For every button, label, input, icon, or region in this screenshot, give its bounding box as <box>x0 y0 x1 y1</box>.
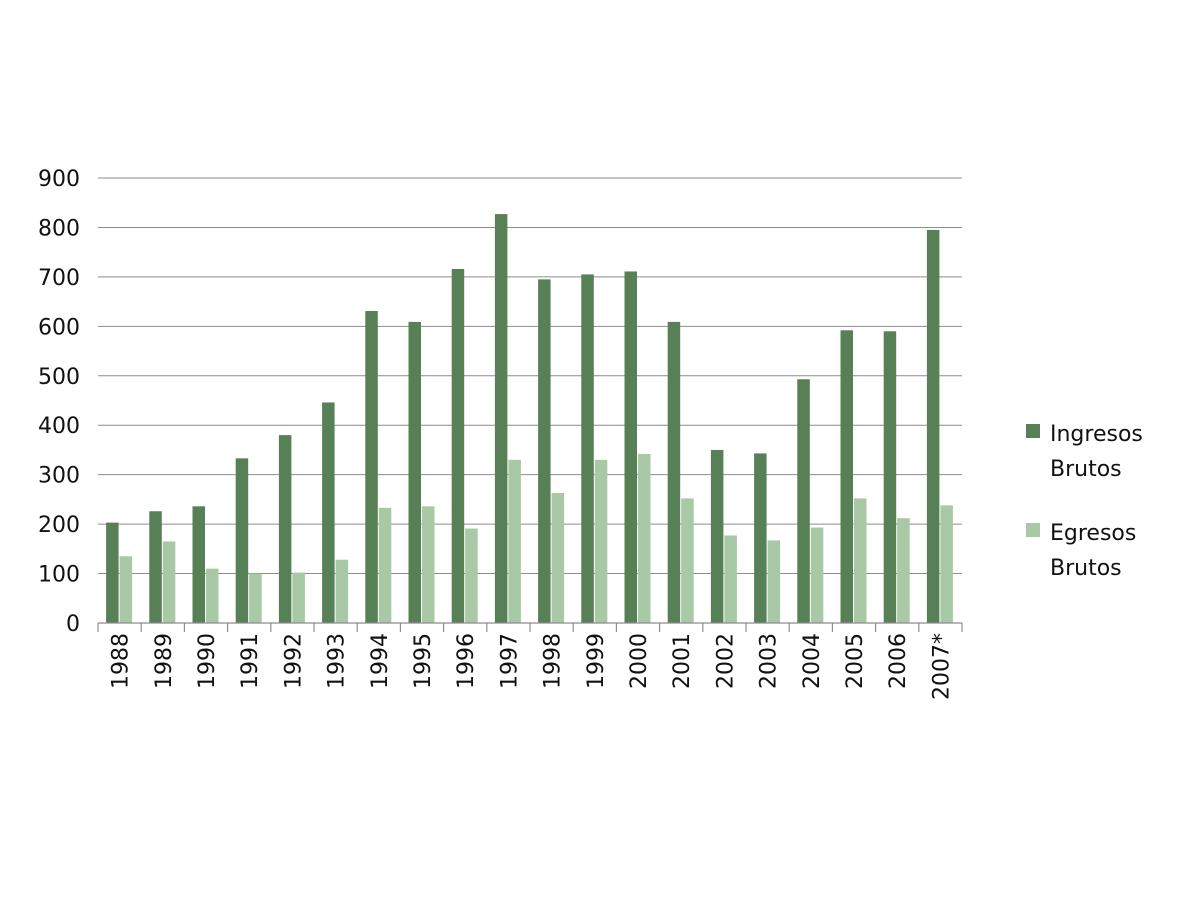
x-tick-label: 2003 <box>757 633 782 689</box>
bar-ingresos <box>149 511 162 623</box>
legend-label: Brutos <box>1050 457 1122 482</box>
bar-egresos <box>422 506 435 623</box>
x-tick-label: 1999 <box>584 633 609 689</box>
bar-ingresos <box>322 402 335 623</box>
bar-egresos <box>594 459 608 623</box>
bar-ingresos <box>797 379 810 623</box>
x-tick-label: 1988 <box>109 633 134 689</box>
x-tick-label: 1989 <box>152 633 177 689</box>
x-tick-label: 2004 <box>800 633 825 689</box>
bar-egresos <box>162 541 176 623</box>
axes <box>97 622 963 632</box>
bar-ingresos <box>667 321 681 623</box>
x-tick-labels: 1988 1989 1990 1991 1992 1993 1994 1995 1996 1997… <box>109 633 955 700</box>
bar-ingresos <box>538 279 551 623</box>
bar-egresos <box>810 527 824 623</box>
x-tick-label: 2000 <box>627 633 652 689</box>
bar-egresos <box>724 535 737 623</box>
bar-egresos <box>681 498 694 623</box>
bar-egresos <box>465 528 478 623</box>
bars <box>106 214 953 623</box>
bar-egresos <box>767 540 781 623</box>
bar-egresos <box>378 507 392 623</box>
bar-ingresos <box>408 321 421 623</box>
bar-egresos <box>119 556 133 623</box>
bar-egresos <box>551 492 565 623</box>
bar-egresos <box>335 559 349 623</box>
bar-ingresos <box>278 435 292 623</box>
bar-egresos <box>249 573 262 623</box>
bar-ingresos <box>494 214 508 623</box>
bar-ingresos <box>710 449 724 623</box>
legend-label: Ingresos <box>1050 422 1143 447</box>
x-tick-label: 2002 <box>713 633 738 689</box>
bar-egresos <box>940 505 953 623</box>
x-tick-label: 1996 <box>454 633 479 689</box>
legend-label: Brutos <box>1050 556 1122 581</box>
bar-egresos <box>508 459 521 623</box>
legend-label: Egresos <box>1050 521 1136 546</box>
x-tick-label: 1992 <box>281 633 306 689</box>
bar-ingresos <box>235 458 249 623</box>
bar-egresos <box>638 453 651 623</box>
bar-ingresos <box>581 274 594 623</box>
legend: Ingresos Brutos Egresos Brutos <box>1026 422 1143 581</box>
y-tick-label: 300 <box>38 464 80 489</box>
bar-ingresos <box>926 229 940 623</box>
y-tick-label: 600 <box>38 315 80 340</box>
legend-swatch <box>1026 523 1040 537</box>
bar-ingresos <box>365 311 378 623</box>
bar-egresos <box>206 568 219 623</box>
x-tick-label: 1991 <box>238 633 263 689</box>
y-tick-label: 500 <box>38 365 80 390</box>
x-tick-label: 2006 <box>886 633 911 689</box>
bar-ingresos <box>106 522 119 623</box>
x-tick-label: 1993 <box>325 633 350 689</box>
x-tick-label: 1995 <box>411 633 436 689</box>
y-tick-label: 200 <box>38 513 80 538</box>
bar-ingresos <box>624 271 637 623</box>
x-tick-label: 2001 <box>670 633 695 689</box>
bar-ingresos <box>883 331 897 623</box>
grid-lines <box>98 177 962 575</box>
bar-egresos <box>897 518 910 623</box>
y-tick-label: 700 <box>38 266 80 291</box>
x-tick-label: 1994 <box>368 633 393 689</box>
y-tick-label: 900 <box>38 167 80 192</box>
x-tick-label: 1990 <box>195 633 220 689</box>
x-tick-label: 1997 <box>497 633 522 689</box>
x-tick-label: 2005 <box>843 633 868 689</box>
x-tick-label: 2007* <box>929 633 954 700</box>
y-tick-label: 0 <box>66 612 80 637</box>
bar-egresos <box>854 498 867 623</box>
bar-ingresos <box>451 268 465 623</box>
y-tick-label: 800 <box>38 216 80 241</box>
x-tick-label: 1998 <box>541 633 566 689</box>
bar-ingresos <box>192 506 205 623</box>
bar-egresos <box>292 572 305 623</box>
legend-swatch <box>1026 424 1040 438</box>
y-tick-label: 100 <box>38 563 80 588</box>
bar-ingresos <box>754 453 767 623</box>
y-tick-label: 400 <box>38 414 80 439</box>
bar-ingresos <box>840 330 853 623</box>
y-tick-labels: 0 100 200 300 400 500 600 700 800 900 <box>38 167 80 637</box>
